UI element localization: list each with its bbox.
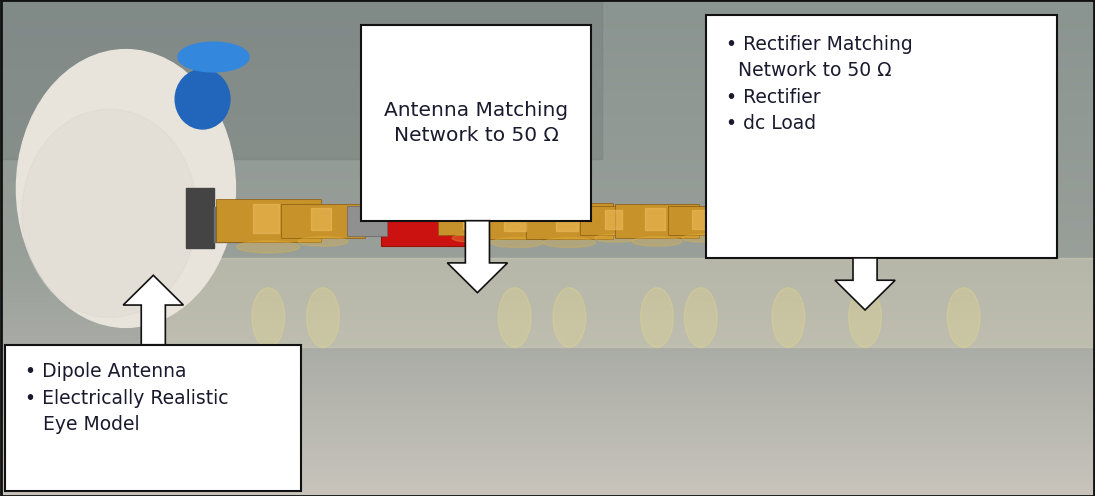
Bar	[438, 206, 508, 235]
Bar	[668, 206, 738, 235]
Bar	[615, 204, 699, 238]
Bar	[756, 209, 764, 218]
Ellipse shape	[682, 234, 724, 242]
Text: • Dipole Antenna
• Electrically Realistic
   Eye Model: • Dipole Antenna • Electrically Realisti…	[25, 362, 229, 434]
Bar	[556, 207, 578, 231]
Ellipse shape	[298, 237, 348, 246]
FancyBboxPatch shape	[361, 25, 591, 221]
Ellipse shape	[22, 109, 197, 317]
Ellipse shape	[849, 288, 881, 347]
Ellipse shape	[491, 238, 543, 248]
Bar	[692, 210, 710, 229]
Bar	[745, 196, 1040, 246]
Bar	[580, 206, 650, 235]
Ellipse shape	[684, 288, 717, 347]
FancyBboxPatch shape	[5, 345, 301, 491]
Bar	[216, 199, 321, 242]
Bar	[381, 196, 465, 246]
Bar	[311, 207, 332, 230]
Ellipse shape	[543, 238, 596, 248]
Bar	[392, 209, 401, 218]
Ellipse shape	[641, 288, 673, 347]
FancyArrow shape	[123, 275, 184, 345]
Ellipse shape	[772, 288, 805, 347]
Bar	[1018, 209, 1027, 218]
Bar	[253, 204, 279, 233]
Ellipse shape	[632, 237, 682, 246]
Bar	[504, 207, 526, 231]
Ellipse shape	[553, 288, 586, 347]
Bar	[645, 207, 666, 230]
Ellipse shape	[237, 241, 300, 253]
Ellipse shape	[595, 234, 636, 242]
Bar	[347, 206, 387, 236]
Ellipse shape	[452, 234, 494, 242]
Bar	[417, 209, 426, 218]
Ellipse shape	[307, 288, 339, 347]
FancyBboxPatch shape	[706, 15, 1057, 258]
Bar	[186, 188, 214, 248]
Ellipse shape	[177, 42, 250, 72]
Text: Antenna Matching
Network to 50 Ω: Antenna Matching Network to 50 Ω	[384, 101, 568, 145]
FancyArrow shape	[835, 258, 896, 310]
Bar	[473, 203, 561, 239]
Ellipse shape	[16, 50, 235, 327]
FancyArrow shape	[447, 221, 508, 293]
Bar	[821, 209, 830, 218]
Ellipse shape	[175, 69, 230, 129]
Ellipse shape	[252, 288, 285, 347]
Bar	[281, 204, 365, 238]
Ellipse shape	[947, 288, 980, 347]
Bar	[526, 203, 613, 239]
Bar	[405, 209, 414, 218]
Bar	[887, 209, 896, 218]
Bar	[462, 210, 480, 229]
Polygon shape	[153, 258, 1095, 347]
Polygon shape	[0, 0, 602, 159]
Text: • Rectifier Matching
  Network to 50 Ω
• Rectifier
• dc Load: • Rectifier Matching Network to 50 Ω • R…	[726, 35, 913, 133]
Ellipse shape	[498, 288, 531, 347]
Bar	[430, 209, 439, 218]
Bar	[214, 207, 241, 242]
Bar	[604, 210, 622, 229]
Bar	[443, 209, 452, 218]
Bar	[712, 206, 751, 236]
Bar	[953, 209, 961, 218]
